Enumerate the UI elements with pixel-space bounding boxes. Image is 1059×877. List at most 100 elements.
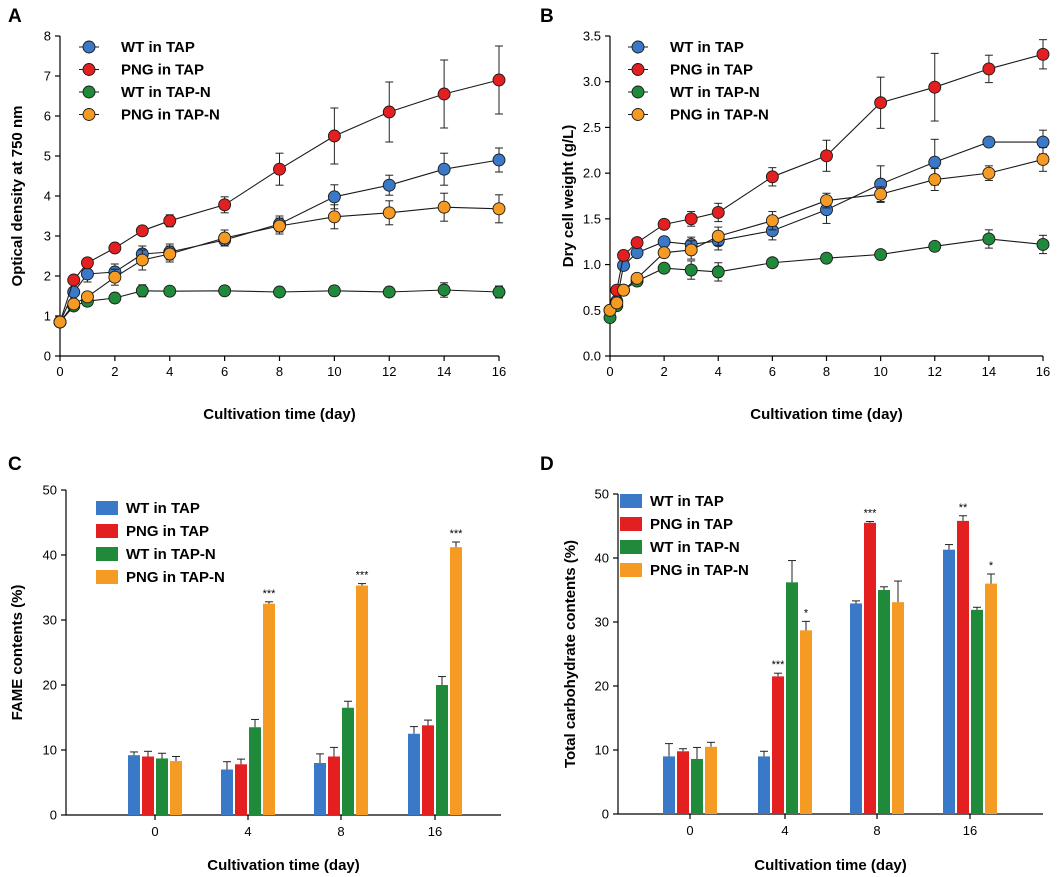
legend: WT in TAP PNG in TAP WT in TAP-N PNG in TAP… [96, 500, 225, 586]
legend-label: PNG in TAP-N [670, 107, 769, 124]
x-tick-label: 0 [606, 364, 613, 379]
bar [356, 585, 368, 815]
x-tick-label: 16 [1036, 364, 1050, 379]
bar [772, 676, 784, 814]
data-point [218, 231, 232, 245]
y-tick-label: 2 [44, 269, 51, 284]
data-point [1036, 152, 1050, 166]
data-point [437, 87, 451, 101]
data-point [982, 135, 996, 149]
significance-marker: ** [959, 502, 968, 514]
data-point [218, 198, 232, 212]
data-point [982, 62, 996, 76]
bar [408, 733, 420, 815]
x-tick-label: 0 [686, 823, 693, 838]
significance-marker: * [989, 560, 994, 572]
series-png-in-tap-n [705, 573, 997, 814]
data-point [327, 210, 341, 224]
data-point [163, 214, 177, 228]
legend-label: WT in TAP-N [121, 84, 211, 101]
data-point [874, 96, 888, 110]
x-tick-label: 4 [781, 823, 788, 838]
bar [677, 751, 689, 814]
x-tick-label: 8 [873, 823, 880, 838]
data-point [874, 248, 888, 261]
data-point [273, 162, 286, 176]
bar [235, 764, 247, 815]
y-tick-label: 2.5 [583, 120, 601, 135]
data-point [820, 251, 833, 265]
legend-marker [631, 85, 645, 99]
data-point [80, 290, 94, 304]
series-png-in-tap-n [53, 192, 506, 329]
data-point [108, 241, 122, 255]
data-point [820, 149, 833, 163]
data-point [928, 239, 942, 253]
data-point [53, 315, 67, 329]
y-tick-label: 0.5 [583, 303, 601, 318]
data-point [67, 273, 81, 287]
x-tick-label: 2 [661, 364, 668, 379]
series-wt-in-tap-n [691, 560, 983, 814]
legend-swatch [96, 524, 118, 538]
data-point [684, 212, 698, 226]
legend-label: WT in TAP [126, 500, 200, 517]
x-tick-label: 8 [823, 364, 830, 379]
bar [314, 763, 326, 815]
data-point [820, 194, 833, 208]
bar [663, 756, 675, 814]
y-axis-title: Optical density at 750 nm [9, 106, 26, 287]
significance-marker: *** [356, 570, 370, 582]
legend-marker [631, 40, 645, 54]
x-tick-label: 0 [56, 364, 63, 379]
series-png-in-tap-n [170, 541, 462, 815]
significance-marker: * [804, 607, 809, 619]
x-tick-label: 16 [428, 824, 442, 839]
data-point [273, 285, 286, 299]
legend-label: PNG in TAP [670, 62, 753, 79]
panel-d: D 0 10 20 30 40 50 0 4 8 16 Cultivation time (day) T… [540, 454, 1043, 874]
data-point [928, 155, 942, 169]
series-png-in-tap [603, 39, 1050, 317]
legend-label: WT in TAP [650, 493, 724, 510]
data-point [982, 166, 996, 180]
y-axis-title: Dry cell weight (g/L) [560, 125, 577, 268]
x-tick-label: 4 [715, 364, 722, 379]
legend-label: WT in TAP-N [650, 539, 740, 556]
data-point [437, 283, 451, 297]
data-point [657, 246, 671, 260]
y-tick-label: 7 [44, 69, 51, 84]
y-tick-label: 30 [43, 613, 57, 628]
legend-marker [82, 85, 96, 99]
y-tick-label: 6 [44, 109, 51, 124]
legend-marker [82, 108, 96, 121]
data-point [711, 265, 725, 279]
series-wt-in-tap-n [156, 676, 448, 815]
x-tick-label: 8 [276, 364, 283, 379]
bar [985, 583, 997, 814]
legend-swatch [620, 540, 642, 554]
series-line [609, 238, 1044, 318]
legend: WT in TAP PNG in TAP WT in TAP-N PNG in TAP… [628, 39, 769, 124]
data-point [657, 261, 671, 275]
bar [128, 755, 140, 815]
legend: WT in TAP PNG in TAP WT in TAP-N PNG in TAP… [79, 39, 220, 124]
y-tick-label: 5 [44, 149, 51, 164]
x-tick-label: 6 [221, 364, 228, 379]
legend-label: WT in TAP [121, 39, 195, 56]
data-point [218, 284, 232, 298]
y-tick-label: 50 [595, 487, 609, 502]
series-png-in-tap [677, 515, 969, 814]
legend-label: PNG in TAP [126, 523, 209, 540]
x-tick-label: 16 [963, 823, 977, 838]
data-point [610, 296, 624, 310]
panel-b: B 0.0 0.5 1.0 1.5 2.0 2.5 3.0 3.5 0 2 4 6 8 10 12 14 16 Cu… [540, 6, 1050, 423]
data-point [657, 235, 671, 249]
data-point [630, 236, 644, 250]
legend-label: WT in TAP-N [670, 84, 760, 101]
y-tick-label: 40 [43, 548, 57, 563]
data-point [327, 190, 341, 204]
data-point [765, 170, 779, 184]
